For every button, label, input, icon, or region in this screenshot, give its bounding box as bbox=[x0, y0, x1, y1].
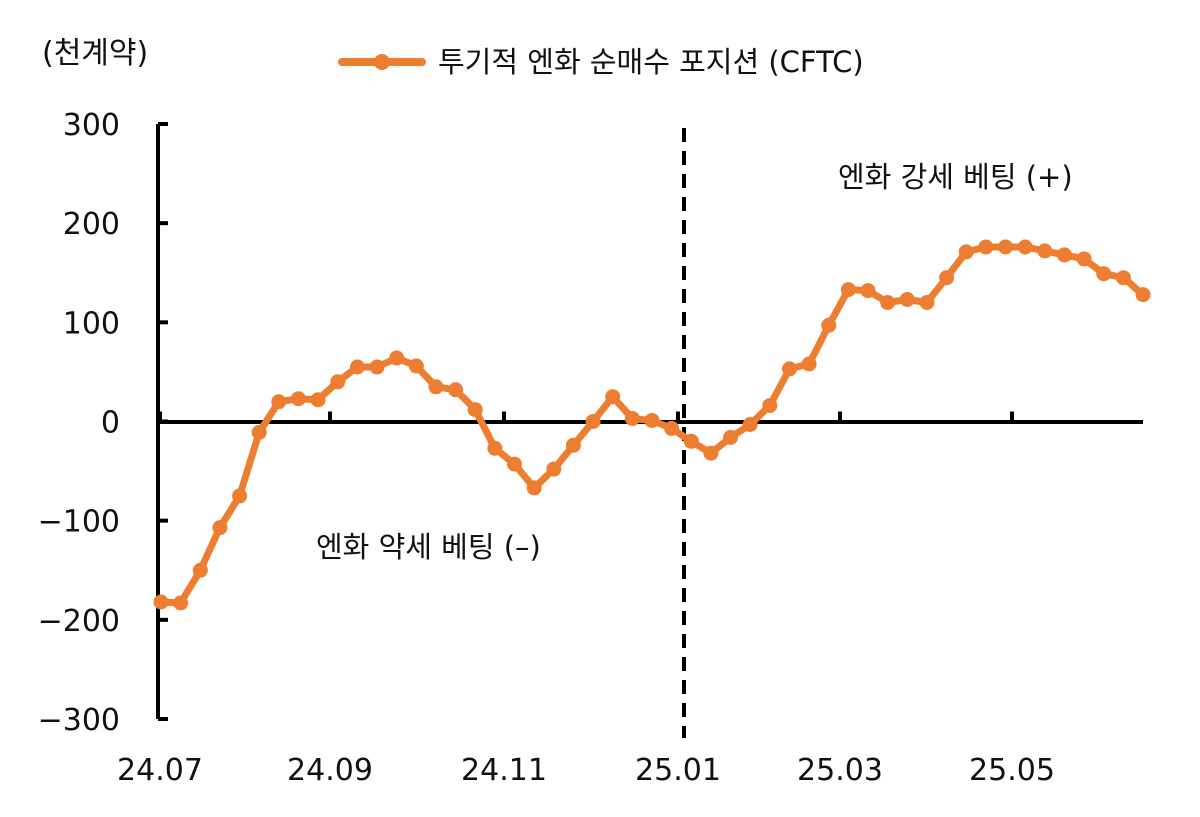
data-point bbox=[428, 379, 444, 395]
data-point bbox=[448, 382, 464, 398]
data-point bbox=[899, 292, 915, 307]
data-point bbox=[624, 411, 640, 426]
y-tick-label: −300 bbox=[38, 703, 120, 738]
data-point bbox=[310, 392, 326, 408]
data-point bbox=[507, 456, 522, 472]
data-point bbox=[487, 440, 503, 456]
x-tick-label: 24.11 bbox=[461, 753, 547, 788]
data-point bbox=[978, 239, 994, 255]
data-point bbox=[723, 429, 739, 445]
data-point bbox=[585, 414, 601, 429]
data-point bbox=[330, 374, 346, 390]
data-point bbox=[232, 488, 248, 504]
data-point bbox=[565, 437, 581, 453]
x-tick-label: 24.07 bbox=[117, 753, 203, 788]
y-tick-label: −200 bbox=[38, 604, 120, 639]
data-point bbox=[998, 239, 1013, 255]
data-point bbox=[605, 389, 621, 405]
data-point bbox=[251, 424, 267, 440]
data-point bbox=[703, 445, 719, 461]
data-point bbox=[644, 413, 660, 428]
data-point bbox=[801, 356, 817, 372]
data-point bbox=[1115, 270, 1131, 286]
data-point bbox=[212, 520, 228, 536]
data-point bbox=[1135, 287, 1151, 303]
data-point bbox=[1056, 247, 1072, 263]
series-points bbox=[153, 239, 1151, 611]
y-tick-label: −100 bbox=[38, 505, 120, 540]
data-point bbox=[821, 317, 837, 333]
y-tick-label: 100 bbox=[63, 306, 120, 341]
data-point bbox=[546, 461, 562, 477]
y-tick-labels: 300 200 100 0 −100 −200 −300 bbox=[38, 108, 120, 738]
x-tick-labels: 24.07 24.09 24.11 25.01 25.03 25.05 bbox=[117, 753, 1055, 788]
data-point bbox=[1037, 243, 1053, 259]
data-point bbox=[369, 359, 385, 375]
x-tick-label: 25.05 bbox=[969, 753, 1055, 788]
data-point bbox=[683, 433, 699, 449]
data-point bbox=[762, 398, 778, 414]
data-point bbox=[939, 270, 955, 286]
data-point bbox=[1017, 239, 1033, 255]
data-point bbox=[173, 595, 189, 611]
x-axis-ticks bbox=[158, 411, 1014, 422]
x-tick-label: 25.03 bbox=[797, 753, 883, 788]
data-point bbox=[880, 295, 896, 310]
legend-label: 투기적 엔화 순매수 포지션 (CFTC) bbox=[438, 45, 864, 79]
legend: 투기적 엔화 순매수 포지션 (CFTC) bbox=[338, 45, 864, 79]
data-point bbox=[192, 562, 208, 578]
data-point bbox=[291, 391, 306, 407]
data-point bbox=[1096, 266, 1112, 282]
data-point bbox=[349, 359, 365, 375]
annotation-yen-weakness: 엔화 약세 베팅 (–) bbox=[316, 530, 541, 564]
data-point bbox=[860, 283, 876, 299]
x-tick-label: 24.09 bbox=[287, 753, 373, 788]
y-axis-unit-label: (천계약) bbox=[42, 36, 148, 71]
x-tick-label: 25.01 bbox=[635, 753, 721, 788]
data-point bbox=[919, 295, 935, 310]
legend-marker bbox=[374, 54, 390, 70]
y-tick-label: 200 bbox=[63, 207, 120, 242]
data-point bbox=[389, 350, 405, 366]
y-tick-label: 0 bbox=[101, 406, 120, 441]
data-point bbox=[782, 361, 797, 377]
data-point bbox=[153, 594, 169, 610]
data-point bbox=[271, 394, 287, 410]
data-point bbox=[467, 402, 483, 418]
data-point bbox=[408, 358, 424, 374]
y-tick-label: 300 bbox=[63, 108, 120, 143]
data-point bbox=[664, 420, 680, 436]
data-point bbox=[1076, 251, 1092, 267]
annotation-yen-strength: 엔화 강세 베팅 (+) bbox=[838, 160, 1073, 194]
data-point bbox=[840, 282, 856, 298]
data-point bbox=[958, 244, 974, 260]
data-point bbox=[742, 417, 758, 432]
data-point bbox=[526, 480, 542, 496]
